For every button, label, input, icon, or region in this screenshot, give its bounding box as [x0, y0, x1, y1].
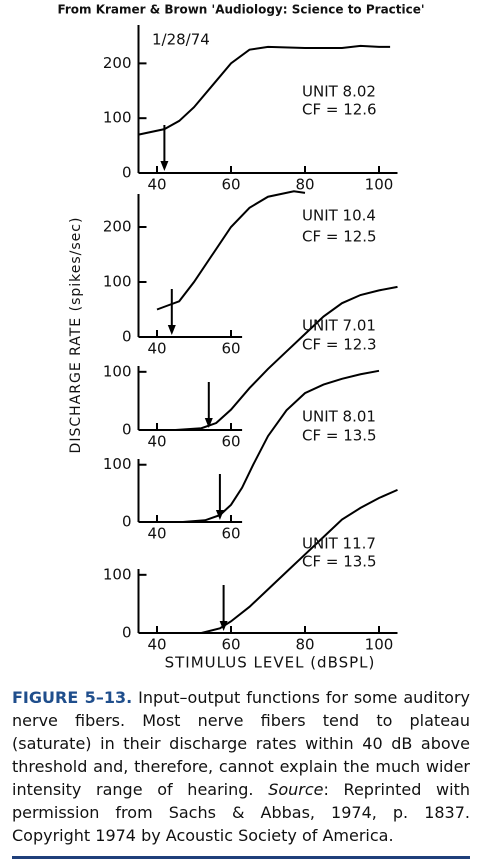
figure: From Kramer & Brown 'Audiology: Science … [57, 3, 424, 672]
caption-text: : Reprinted with permission from Sachs &… [12, 780, 471, 845]
x-tick-label: 100 [365, 176, 394, 194]
y-tick-label: 0 [122, 328, 132, 346]
y-tick-label: 200 [103, 54, 132, 72]
x-tick-label: 100 [365, 636, 394, 654]
x-tick-label: 60 [221, 340, 240, 358]
x-tick-label: 40 [147, 636, 166, 654]
y-tick-label: 100 [103, 362, 132, 380]
y-tick-label: 0 [122, 624, 132, 642]
annotation: CF = 12.5 [302, 228, 377, 246]
caption: FIGURE 5–13. Input–output functions for … [12, 686, 470, 847]
annotation: UNIT 8.01 [302, 408, 376, 426]
x-tick-label: 80 [295, 176, 314, 194]
x-tick-label: 60 [221, 433, 240, 451]
y-tick-label: 100 [103, 565, 132, 583]
y-tick-label: 200 [103, 218, 132, 236]
annotation: CF = 12.3 [302, 336, 377, 354]
caption-source: Source [268, 780, 324, 799]
x-tick-label: 40 [147, 176, 166, 194]
y-tick-label: 100 [103, 273, 132, 291]
x-tick-label: 60 [221, 176, 240, 194]
caption-text: Input–output functions for some auditory… [12, 688, 471, 799]
x-tick-label: 40 [147, 525, 166, 543]
arrow-head [167, 325, 176, 335]
annotation: CF = 12.6 [302, 101, 377, 119]
x-tick-label: 40 [147, 433, 166, 451]
x-tick-label: 60 [221, 636, 240, 654]
annotation: UNIT 7.01 [302, 317, 376, 335]
arrow-head [204, 418, 213, 428]
annotation: UNIT 10.4 [302, 207, 376, 225]
rule [12, 856, 470, 859]
arrow-head [219, 621, 228, 631]
header: From Kramer & Brown 'Audiology: Science … [57, 3, 424, 17]
x-tick-label: 40 [147, 340, 166, 358]
annotation: UNIT 8.02 [302, 83, 376, 101]
y-tick-label: 100 [103, 109, 132, 127]
x-axis-label: STIMULUS LEVEL (dBSPL) [165, 654, 376, 672]
arrow-head [160, 161, 169, 171]
annotation: CF = 13.5 [302, 553, 377, 571]
curve [182, 369, 380, 523]
arrow-head [215, 510, 224, 520]
curve [175, 285, 398, 431]
caption-label: FIGURE 5–13. [12, 688, 133, 707]
curve [201, 488, 398, 634]
y-tick-label: 100 [103, 455, 132, 473]
y-axis-label: DISCHARGE RATE (spikes/sec) [68, 217, 84, 454]
y-tick-label: 0 [122, 513, 132, 531]
curve [156, 190, 306, 311]
annotation: 1/28/74 [152, 31, 210, 49]
annotation: UNIT 11.7 [302, 535, 376, 553]
y-tick-label: 0 [122, 164, 132, 182]
y-tick-label: 0 [122, 421, 132, 439]
x-tick-label: 80 [295, 636, 314, 654]
curve [138, 44, 391, 136]
annotation: CF = 13.5 [302, 427, 377, 445]
x-tick-label: 60 [221, 525, 240, 543]
